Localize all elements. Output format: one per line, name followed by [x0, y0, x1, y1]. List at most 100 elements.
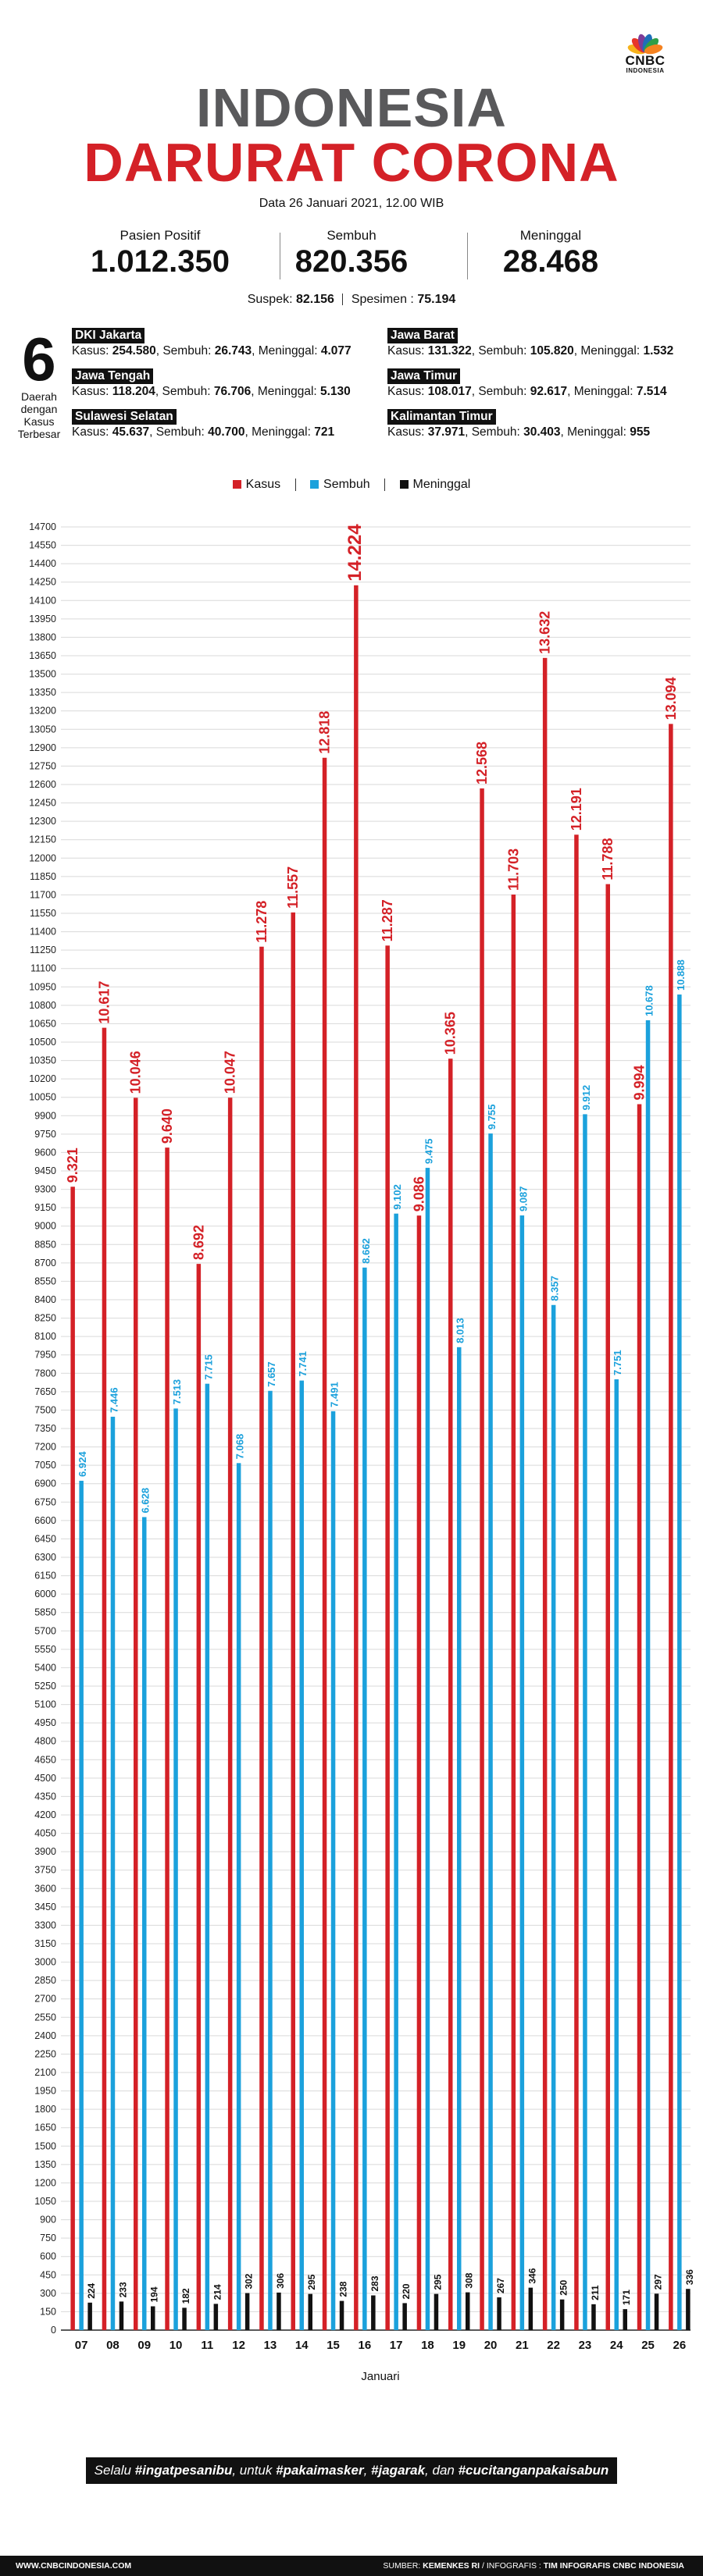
x-tick-label: 26 [673, 2339, 687, 2352]
data-label-kasus: 11.557 [285, 866, 301, 909]
x-tick-label: 19 [452, 2339, 466, 2352]
region-label: , Sembuh: [471, 385, 527, 398]
data-label-kasus: 9.321 [65, 1147, 80, 1183]
y-tick-label: 10800 [29, 1000, 56, 1011]
legend-label: Meninggal [412, 478, 471, 491]
y-tick-label: 12750 [29, 760, 56, 771]
data-label-sembuh: 7.751 [612, 1350, 623, 1375]
y-tick-label: 12450 [29, 798, 56, 809]
bar-meninggal [466, 2292, 470, 2330]
bar-kasus [165, 1147, 170, 2330]
region-label: , Meninggal: [567, 385, 633, 398]
footer-site: WWW.CNBCINDONESIA.COM [16, 2561, 132, 2571]
y-tick-label: 4800 [34, 1736, 56, 1747]
data-label-kasus: 9.640 [159, 1108, 175, 1144]
data-label-sembuh: 8.357 [549, 1276, 561, 1301]
y-tick-label: 9300 [34, 1184, 56, 1195]
bar-sembuh [645, 1020, 651, 2330]
data-label-meninggal: 295 [306, 2274, 317, 2290]
data-label-kasus: 13.094 [663, 677, 679, 720]
footer-credits: SUMBER: KEMENKES RI / INFOGRAFIS : TIM I… [383, 2561, 684, 2571]
y-tick-label: 9600 [34, 1147, 56, 1158]
banner-hashtag: #jagarak [371, 2463, 426, 2478]
data-label-meninggal: 308 [464, 2272, 475, 2288]
data-label-meninggal: 238 [338, 2281, 349, 2297]
y-tick-label: 7500 [34, 1404, 56, 1415]
region-name: Kalimantan Timur [387, 409, 496, 425]
region-label: , Meninggal: [244, 425, 311, 439]
bar-meninggal [308, 2293, 312, 2330]
bar-meninggal [244, 2293, 250, 2330]
data-label-kasus: 10.047 [223, 1051, 238, 1094]
region-label: , Meninggal: [560, 425, 626, 439]
bar-sembuh [583, 1114, 587, 2330]
y-tick-label: 13350 [29, 687, 56, 698]
data-label-meninggal: 295 [432, 2274, 443, 2290]
data-label-sembuh: 6.924 [77, 1451, 88, 1477]
bar-kasus [480, 788, 484, 2330]
y-tick-label: 10950 [29, 981, 56, 992]
bar-kasus [196, 1264, 202, 2330]
region-label: , Sembuh: [465, 425, 520, 439]
data-label-meninggal: 214 [212, 2284, 223, 2300]
y-tick-label: 12900 [29, 742, 56, 753]
y-tick-label: 14100 [29, 595, 56, 606]
legend-divider [384, 478, 386, 491]
bar-meninggal [87, 2302, 92, 2330]
data-label-kasus: 9.994 [632, 1065, 648, 1100]
region-stats: Kasus: 131.322, Sembuh: 105.820, Meningg… [387, 344, 673, 358]
peacock-feather [644, 44, 663, 55]
bar-kasus [542, 657, 548, 2330]
bar-kasus [605, 884, 610, 2330]
y-tick-label: 7650 [34, 1386, 56, 1397]
x-tick-label: 25 [641, 2339, 655, 2352]
data-label-sembuh: 10.888 [675, 959, 687, 991]
x-tick-label: 10 [170, 2339, 183, 2352]
logo-subtext: INDONESIA [626, 67, 665, 74]
region-value: 1.532 [640, 344, 674, 358]
region-label: , Sembuh: [155, 344, 212, 358]
stat-label: Meninggal [519, 228, 582, 243]
bar-sembuh [394, 1213, 398, 2330]
y-tick-label: 2250 [34, 2048, 56, 2059]
y-tick-label: 3900 [34, 1846, 56, 1857]
data-label-sembuh: 7.513 [171, 1379, 183, 1405]
x-tick-label: 22 [547, 2339, 560, 2352]
bar-kasus [574, 834, 579, 2330]
bar-kasus [227, 1098, 233, 2330]
y-tick-label: 750 [40, 2233, 56, 2243]
y-tick-label: 10200 [29, 1073, 56, 1084]
region-label: , Sembuh: [471, 344, 527, 358]
y-tick-label: 2550 [34, 2012, 56, 2023]
y-tick-label: 6600 [34, 1515, 56, 1526]
y-tick-label: 11250 [30, 945, 56, 955]
y-tick-label: 11100 [30, 963, 56, 974]
region-value: 131.322 [424, 344, 472, 358]
region-value: 92.617 [526, 385, 568, 398]
bar-sembuh [488, 1133, 493, 2330]
region-value: 5.130 [316, 385, 351, 398]
bar-meninggal [434, 2293, 439, 2330]
banner-text: , [363, 2463, 372, 2478]
region-label: Kasus: [72, 425, 109, 439]
y-tick-label: 12150 [29, 834, 56, 845]
bar-sembuh [362, 1267, 367, 2330]
y-tick-label: 1800 [34, 2104, 56, 2115]
chart-legend: Kasus Sembuh Meninggal [0, 478, 703, 492]
region-label: Kasus: [387, 425, 425, 439]
daily-cases-chart: 0 150 300 450 600 750 900 1050 1200 1350 1500 1650 1… [29, 521, 695, 2383]
footer-credit-label: / INFOGRAFIS : [480, 2561, 544, 2571]
data-label-meninggal: 302 [244, 2273, 255, 2289]
data-label-kasus: 10.365 [443, 1012, 459, 1055]
suspek-label: Suspek: [247, 293, 293, 306]
region-value: 30.403 [519, 425, 561, 439]
region-value: 955 [626, 425, 651, 439]
region-caption-2: dengan [20, 403, 58, 415]
bar-sembuh [677, 994, 682, 2330]
region-value: 76.706 [210, 385, 252, 398]
bar-meninggal [371, 2295, 376, 2330]
data-label-meninggal: 250 [558, 2279, 569, 2295]
legend-swatch [399, 480, 409, 489]
title-line-1: INDONESIA [196, 77, 507, 138]
data-label-kasus: 11.278 [254, 901, 269, 943]
